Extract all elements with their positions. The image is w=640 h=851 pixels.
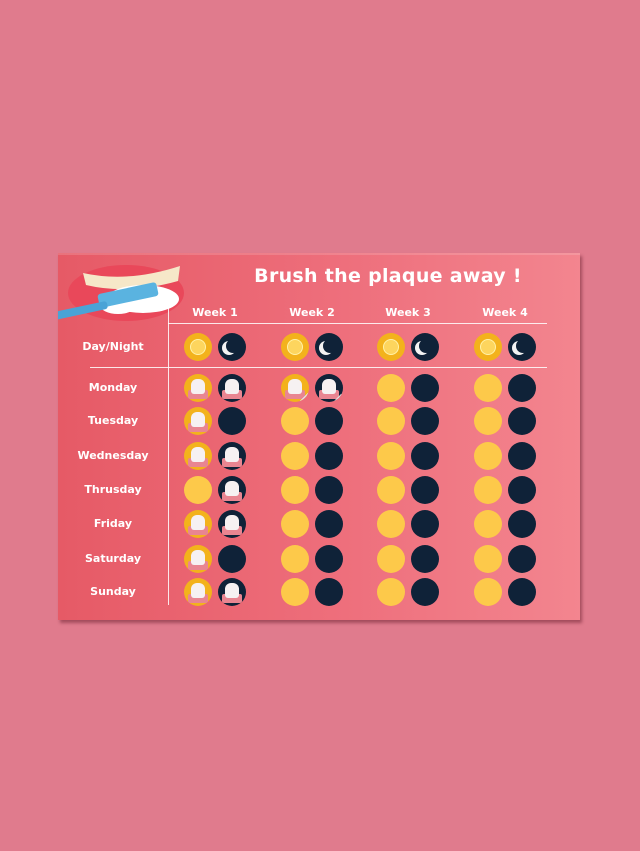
tooth-sticker-night-slot[interactable] <box>218 510 246 538</box>
tooth-sticker-icon <box>225 515 239 530</box>
empty-night-slot[interactable] <box>508 407 536 435</box>
empty-day-slot[interactable] <box>377 476 405 504</box>
tooth-sticker-night-slot[interactable] <box>218 374 246 402</box>
tooth-sticker-day-slot[interactable] <box>184 545 212 573</box>
empty-day-slot[interactable] <box>474 510 502 538</box>
empty-night-slot[interactable] <box>411 374 439 402</box>
tooth-sticker-night-slot[interactable] <box>218 476 246 504</box>
tooth-sticker-icon <box>288 379 302 394</box>
empty-day-slot[interactable] <box>281 442 309 470</box>
empty-night-slot[interactable] <box>411 545 439 573</box>
day-label: Saturday <box>85 552 141 565</box>
empty-night-slot[interactable] <box>411 407 439 435</box>
empty-night-slot[interactable] <box>411 578 439 606</box>
header-divider <box>168 323 547 324</box>
empty-night-slot[interactable] <box>411 476 439 504</box>
week-header: Week 1 <box>192 306 238 319</box>
empty-night-slot[interactable] <box>508 476 536 504</box>
tooth-sticker-icon <box>191 412 205 427</box>
empty-night-slot[interactable] <box>508 442 536 470</box>
day-label: Tuesday <box>87 414 139 427</box>
empty-night-slot[interactable] <box>508 545 536 573</box>
tooth-sticker-icon <box>191 379 205 394</box>
empty-day-slot[interactable] <box>474 476 502 504</box>
day-label: Friday <box>93 517 133 530</box>
brushing-chart-board: Brush the plaque away ! Day/Night Week 1… <box>58 253 580 620</box>
empty-night-slot[interactable] <box>315 545 343 573</box>
moon-icon <box>508 333 536 361</box>
empty-day-slot[interactable] <box>474 545 502 573</box>
empty-night-slot[interactable] <box>315 578 343 606</box>
empty-day-slot[interactable] <box>281 578 309 606</box>
tooth-sticker-day-slot[interactable] <box>184 510 212 538</box>
empty-day-slot[interactable] <box>377 545 405 573</box>
day-night-label: Day/Night <box>82 340 144 353</box>
empty-day-slot[interactable] <box>377 442 405 470</box>
empty-night-slot[interactable] <box>218 545 246 573</box>
empty-day-slot[interactable] <box>184 476 212 504</box>
empty-day-slot[interactable] <box>281 407 309 435</box>
tooth-sticker-day-slot[interactable] <box>184 442 212 470</box>
tooth-sticker-icon <box>225 583 239 598</box>
tooth-sticker-night-slot[interactable] <box>218 442 246 470</box>
day-label: Thrusday <box>84 483 142 496</box>
empty-night-slot[interactable] <box>411 442 439 470</box>
tooth-sticker-icon <box>225 481 239 496</box>
week-header: Week 4 <box>482 306 528 319</box>
week-header: Week 3 <box>385 306 431 319</box>
tooth-sticker-icon <box>225 379 239 394</box>
empty-night-slot[interactable] <box>508 510 536 538</box>
empty-day-slot[interactable] <box>281 476 309 504</box>
empty-night-slot[interactable] <box>508 578 536 606</box>
tooth-sticker-icon <box>191 550 205 565</box>
tooth-sticker-day-slot[interactable] <box>184 407 212 435</box>
empty-day-slot[interactable] <box>281 510 309 538</box>
empty-night-slot[interactable] <box>315 510 343 538</box>
week-header: Week 2 <box>289 306 335 319</box>
empty-day-slot[interactable] <box>474 374 502 402</box>
tooth-sticker-icon <box>191 515 205 530</box>
tooth-sticker-icon <box>225 447 239 462</box>
empty-night-slot[interactable] <box>411 510 439 538</box>
moon-icon <box>315 333 343 361</box>
tooth-sticker-day-slot[interactable] <box>184 578 212 606</box>
day-night-divider <box>90 367 547 368</box>
empty-night-slot[interactable] <box>508 374 536 402</box>
empty-day-slot[interactable] <box>474 442 502 470</box>
empty-night-slot[interactable] <box>218 407 246 435</box>
moon-icon <box>411 333 439 361</box>
day-label: Sunday <box>90 585 136 598</box>
sun-icon <box>281 333 309 361</box>
empty-day-slot[interactable] <box>377 407 405 435</box>
empty-night-slot[interactable] <box>315 407 343 435</box>
sun-icon <box>184 333 212 361</box>
toothbrush-mouth-illustration <box>58 265 184 321</box>
tooth-sticker-day-slot[interactable] <box>184 374 212 402</box>
empty-day-slot[interactable] <box>474 578 502 606</box>
empty-day-slot[interactable] <box>377 510 405 538</box>
empty-day-slot[interactable] <box>474 407 502 435</box>
empty-day-slot[interactable] <box>281 545 309 573</box>
tooth-sticker-night-slot[interactable] <box>315 374 343 402</box>
moon-icon <box>218 333 246 361</box>
tooth-sticker-day-slot[interactable] <box>281 374 309 402</box>
tooth-sticker-icon <box>191 583 205 598</box>
tooth-sticker-icon <box>322 379 336 394</box>
tooth-sticker-icon <box>191 447 205 462</box>
empty-day-slot[interactable] <box>377 374 405 402</box>
tooth-sticker-night-slot[interactable] <box>218 578 246 606</box>
sun-icon <box>377 333 405 361</box>
empty-day-slot[interactable] <box>377 578 405 606</box>
column-divider <box>168 305 169 605</box>
chart-title: Brush the plaque away ! <box>254 265 522 287</box>
day-label: Monday <box>88 381 138 394</box>
empty-night-slot[interactable] <box>315 476 343 504</box>
day-label: Wednesday <box>77 449 149 462</box>
empty-night-slot[interactable] <box>315 442 343 470</box>
sun-icon <box>474 333 502 361</box>
